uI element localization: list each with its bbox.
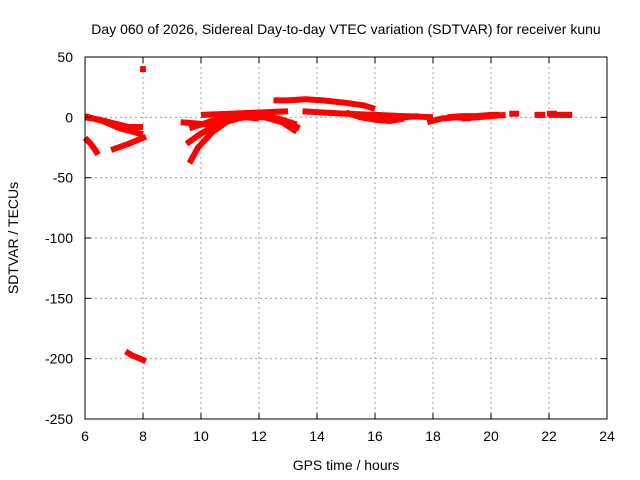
x-tick-label: 18 <box>425 428 441 444</box>
data-series <box>82 66 573 364</box>
x-tick-label: 16 <box>367 428 383 444</box>
x-tick-label: 22 <box>541 428 557 444</box>
x-tick-label: 12 <box>251 428 267 444</box>
data-arc-arc-n <box>244 111 298 128</box>
x-tick-label: 8 <box>139 428 147 444</box>
chart-title: Day 060 of 2026, Sidereal Day-to-day VTE… <box>91 21 600 37</box>
grid-lines <box>85 57 607 419</box>
data-arc-arc-u <box>461 111 506 122</box>
y-tick-label: -150 <box>45 290 73 306</box>
x-tick-label: 24 <box>599 428 615 444</box>
data-arc-arc-e <box>124 348 148 364</box>
data-arc-arc-c <box>84 113 144 138</box>
data-arc-arc-a <box>82 135 101 157</box>
data-arc-arc-o <box>273 96 376 112</box>
x-tick-label: 20 <box>483 428 499 444</box>
data-arc-arc-d <box>110 133 148 153</box>
x-axis-label: GPS time / hours <box>293 457 400 473</box>
y-tick-label: 0 <box>65 109 73 125</box>
data-arc-arc-r <box>374 111 419 121</box>
x-tick-label: 10 <box>193 428 209 444</box>
y-tick-label: 50 <box>57 49 73 65</box>
data-arc-arc-q <box>345 109 405 124</box>
x-tick-label: 6 <box>81 428 89 444</box>
y-tick-label: -200 <box>45 351 73 367</box>
x-tick-label: 14 <box>309 428 325 444</box>
y-tick-label: -100 <box>45 230 73 246</box>
y-axis-label: SDTVAR / TECUs <box>5 182 21 294</box>
y-tick-label: -250 <box>45 411 73 427</box>
y-tick-label: -50 <box>53 170 73 186</box>
axis-ticks: 6 8 10 12 14 16 18 20 22 24 -250 -200 -150 -100 -50 0 50 <box>45 49 615 444</box>
